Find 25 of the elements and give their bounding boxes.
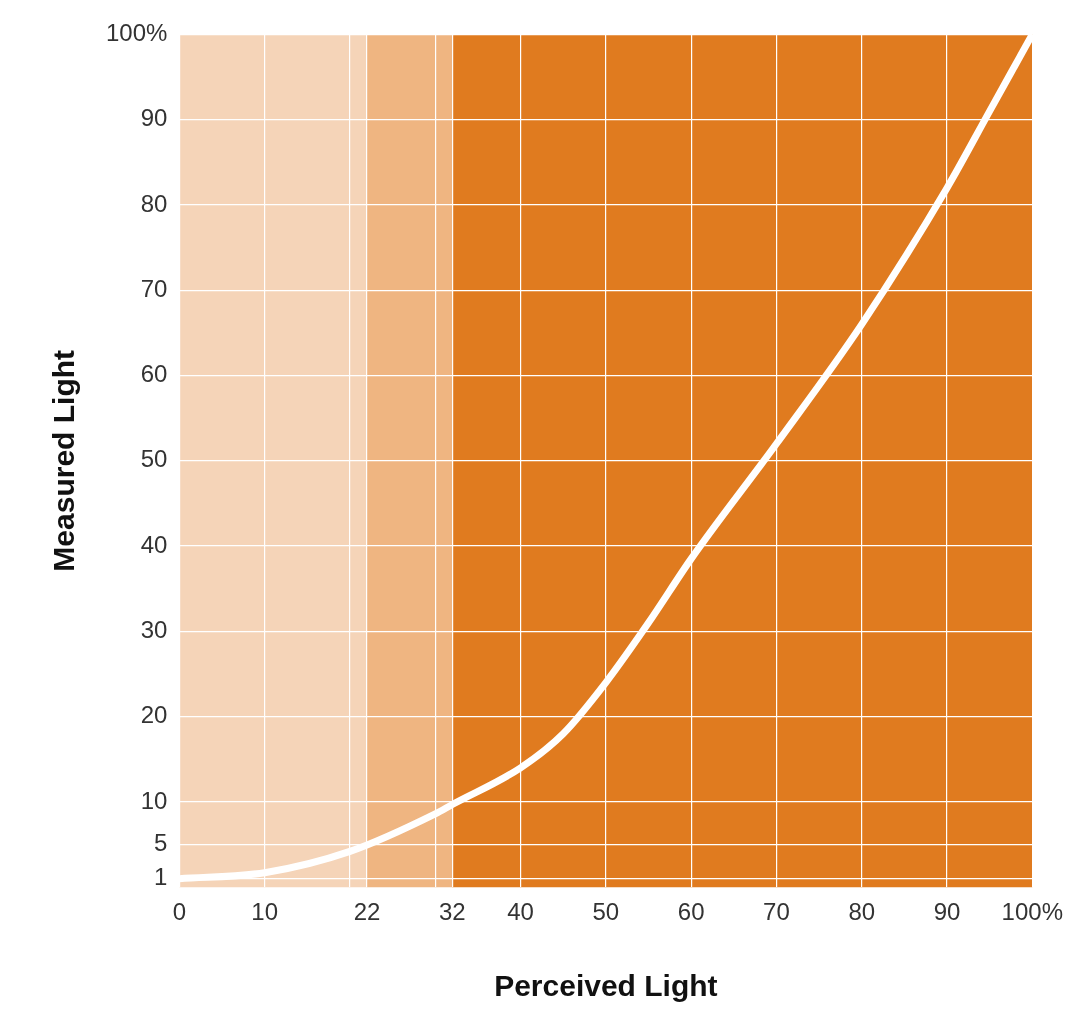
x-tick-label: 0 <box>172 898 187 926</box>
x-tick-label: 80 <box>848 898 876 926</box>
x-tick-label: 22 <box>353 898 381 926</box>
x-tick-label: 32 <box>438 898 466 926</box>
x-tick-label: 60 <box>677 898 705 926</box>
y-tick-label: 80 <box>140 189 168 217</box>
x-tick-label: 90 <box>933 898 961 926</box>
y-tick-label: 10 <box>140 786 168 814</box>
y-tick-label: 20 <box>140 701 168 729</box>
y-tick-label: 30 <box>140 615 168 643</box>
y-tick-label: 60 <box>140 360 168 388</box>
y-tick-label: 1 <box>154 863 168 891</box>
y-tick-label: 40 <box>140 530 168 558</box>
y-tick-label: 90 <box>140 104 168 132</box>
x-axis-title: Perceived Light <box>494 969 718 1003</box>
x-tick-label: 70 <box>763 898 790 926</box>
y-tick-label: 70 <box>140 274 168 302</box>
x-tick-label: 50 <box>592 898 620 926</box>
x-tick-label: 40 <box>507 898 534 926</box>
y-tick-label: 5 <box>154 829 168 857</box>
y-tick-label: 50 <box>140 445 168 473</box>
y-tick-label: 100% <box>105 19 168 47</box>
y-axis-title: Measured Light <box>47 349 81 572</box>
x-tick-label: 10 <box>251 898 279 926</box>
x-tick-label: 100% <box>1001 898 1063 926</box>
